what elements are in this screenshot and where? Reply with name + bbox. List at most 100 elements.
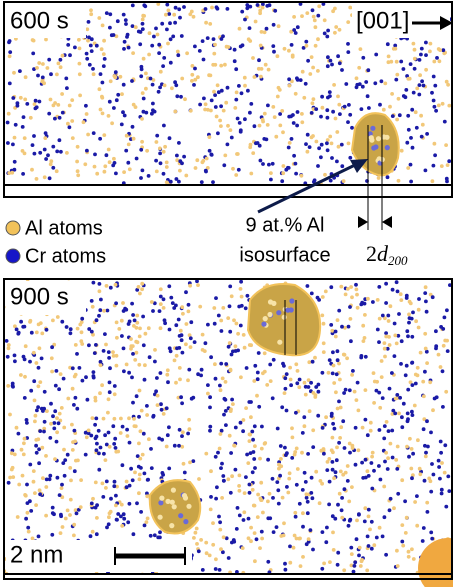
atom — [167, 467, 171, 471]
atom — [145, 520, 149, 524]
atom — [382, 485, 386, 489]
atom — [239, 130, 243, 134]
atom — [271, 162, 275, 166]
atom — [337, 145, 341, 149]
atom — [417, 297, 421, 301]
atom — [175, 354, 179, 358]
atom — [48, 176, 52, 180]
atom — [84, 453, 88, 457]
atom — [429, 42, 433, 46]
atom — [183, 519, 188, 524]
atom — [73, 429, 77, 433]
atom — [364, 355, 368, 359]
atom — [384, 301, 388, 305]
atom — [147, 437, 151, 441]
atom — [143, 363, 147, 367]
atom — [113, 384, 117, 388]
atom — [409, 163, 413, 167]
atom — [277, 86, 281, 90]
atom — [120, 524, 124, 528]
atom — [141, 14, 145, 18]
atom — [224, 380, 228, 384]
atom — [130, 302, 134, 306]
atom — [420, 135, 424, 139]
atom — [377, 176, 381, 180]
atom — [392, 506, 396, 510]
atom — [228, 341, 232, 345]
atom — [419, 53, 423, 57]
atom — [380, 79, 384, 83]
atom — [348, 305, 352, 309]
atom — [213, 93, 217, 97]
atom — [434, 347, 438, 351]
atom — [310, 55, 314, 59]
atom — [30, 168, 34, 172]
atom — [337, 362, 341, 366]
atom — [108, 390, 112, 394]
atom — [222, 109, 226, 113]
atom — [177, 444, 181, 448]
atom — [330, 142, 334, 146]
atom — [180, 434, 184, 438]
atom — [376, 298, 380, 302]
atom — [404, 88, 408, 92]
atom — [134, 340, 138, 344]
atom — [119, 75, 123, 79]
atom — [422, 394, 426, 398]
atom — [360, 107, 364, 111]
atom — [260, 425, 264, 429]
atom — [320, 95, 324, 99]
atom — [235, 527, 239, 531]
atom — [316, 14, 320, 18]
atom — [126, 520, 130, 524]
atom — [426, 510, 430, 514]
atom — [169, 349, 173, 353]
atom — [38, 380, 42, 384]
atom — [268, 3, 272, 7]
atom — [87, 327, 91, 331]
atom — [190, 73, 194, 77]
atom — [440, 164, 444, 168]
atom — [203, 349, 207, 353]
atom — [346, 42, 350, 46]
atom — [75, 352, 79, 356]
atom — [108, 366, 112, 370]
atom — [38, 429, 42, 433]
atom — [300, 112, 304, 116]
atom — [91, 497, 95, 501]
atom — [135, 326, 139, 330]
atom — [433, 105, 437, 109]
atom — [224, 423, 228, 427]
atom — [187, 303, 191, 307]
atom — [204, 452, 208, 456]
atom — [446, 475, 450, 479]
atom — [92, 72, 96, 76]
atom — [346, 287, 350, 291]
atom — [226, 7, 230, 11]
atom — [204, 21, 208, 25]
atom — [21, 474, 25, 478]
atom — [385, 420, 389, 424]
atom — [355, 288, 359, 292]
atom — [377, 391, 381, 395]
atom — [129, 347, 133, 351]
atom — [167, 284, 171, 288]
atom — [241, 546, 245, 550]
atom — [97, 429, 101, 433]
atom — [387, 55, 391, 59]
atom — [377, 285, 381, 289]
atom — [90, 49, 94, 53]
atom — [327, 503, 331, 507]
atom — [251, 56, 255, 60]
atom — [95, 442, 99, 446]
atom — [252, 379, 256, 383]
atom — [336, 563, 340, 567]
atom — [303, 471, 307, 475]
atom — [38, 346, 42, 350]
atom — [186, 504, 191, 509]
atom — [424, 455, 428, 459]
atom — [52, 427, 56, 431]
atom — [50, 533, 54, 537]
atom — [128, 441, 132, 445]
atom — [424, 347, 428, 351]
